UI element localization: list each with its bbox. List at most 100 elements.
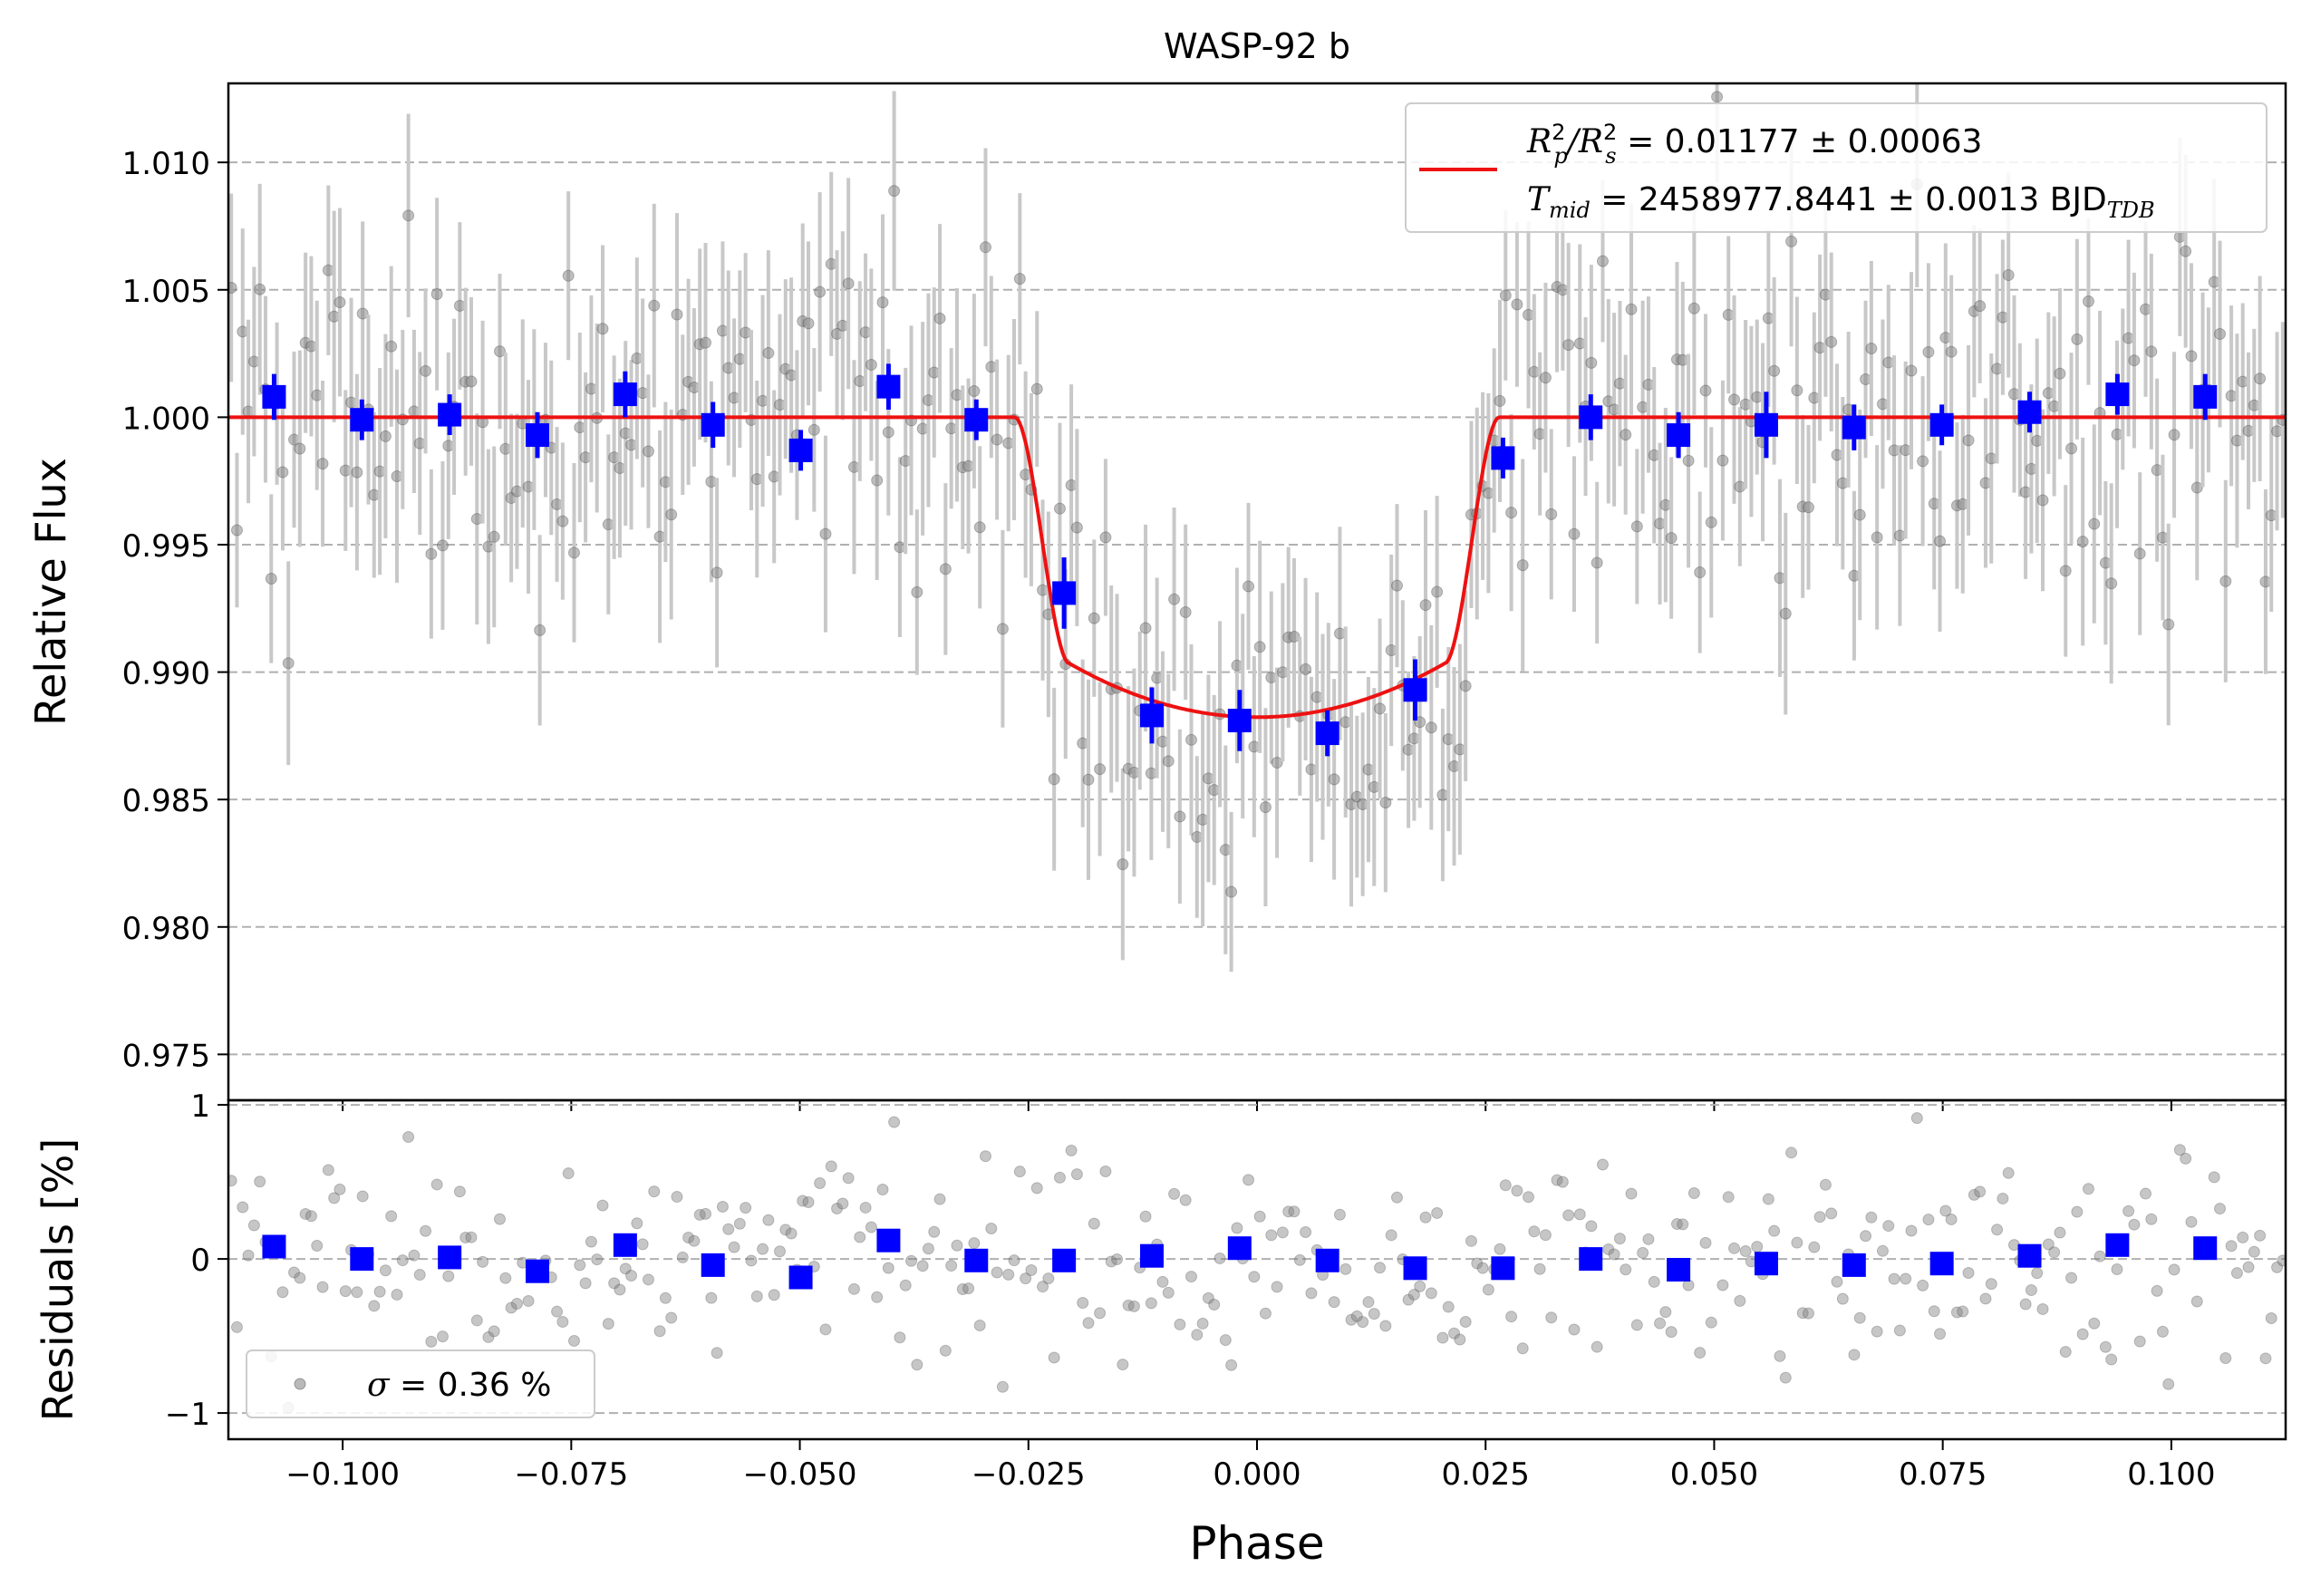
raw-residual-point bbox=[819, 1323, 832, 1336]
raw-flux-point bbox=[322, 264, 334, 276]
legend-sigma-entry: σ = 0.36 % bbox=[367, 1367, 551, 1404]
raw-residual-point bbox=[1179, 1194, 1192, 1206]
legend-rp-sup: 2 bbox=[1552, 120, 1565, 145]
raw-residual-point bbox=[1608, 1248, 1620, 1261]
raw-flux-point bbox=[2156, 531, 2169, 544]
raw-flux-point bbox=[2219, 575, 2232, 587]
raw-flux-point bbox=[2025, 462, 2037, 475]
raw-residual-point bbox=[728, 1241, 740, 1253]
top-panel: 0.975 0.980 0.985 0.990 0.995 1.000 1.005 1.010… bbox=[26, 82, 2287, 1111]
raw-residual-point bbox=[705, 1291, 718, 1304]
raw-residual-point bbox=[1813, 1211, 1826, 1224]
raw-flux-point bbox=[728, 392, 740, 404]
raw-flux-point bbox=[1991, 363, 2004, 375]
raw-flux-point bbox=[1499, 289, 1512, 302]
raw-residual-point bbox=[2122, 1204, 2135, 1217]
raw-residual-point bbox=[1677, 1218, 1689, 1231]
raw-residual-point bbox=[1836, 1292, 1849, 1305]
raw-residual-point bbox=[1259, 1307, 1272, 1320]
raw-residual-point bbox=[1145, 1297, 1157, 1310]
raw-residual-point bbox=[299, 1207, 312, 1220]
raw-residual-point bbox=[876, 1183, 889, 1195]
raw-flux-point bbox=[425, 547, 438, 560]
raw-residual-point bbox=[1088, 1217, 1100, 1230]
raw-residual-point bbox=[951, 1239, 963, 1252]
raw-flux-point bbox=[1231, 659, 1243, 672]
raw-flux-point bbox=[385, 340, 398, 353]
raw-flux-point bbox=[1608, 403, 1620, 416]
raw-flux-point bbox=[2173, 230, 2186, 243]
raw-residual-point bbox=[373, 1285, 386, 1298]
raw-residual-point bbox=[1333, 1208, 1346, 1221]
raw-residual-point bbox=[1099, 1166, 1112, 1178]
raw-flux-point bbox=[1831, 449, 1843, 461]
raw-flux-point bbox=[1127, 766, 1140, 779]
raw-residual-point bbox=[396, 1254, 409, 1267]
raw-flux-point bbox=[1208, 784, 1221, 797]
raw-flux-point bbox=[522, 480, 535, 493]
raw-residual-point bbox=[1922, 1214, 1935, 1226]
raw-residual-point bbox=[425, 1335, 438, 1348]
raw-flux-point bbox=[1037, 584, 1049, 596]
raw-residual-point bbox=[814, 1176, 827, 1189]
bottom-y-ticks: −1 0 1 bbox=[165, 1088, 228, 1433]
legend-slash: / bbox=[1565, 123, 1582, 160]
x-tick-label: −0.075 bbox=[514, 1456, 628, 1493]
raw-flux-point bbox=[1020, 469, 1032, 481]
raw-residual-point bbox=[1300, 1225, 1312, 1238]
raw-residual-point bbox=[939, 1344, 952, 1357]
binned-flux-point bbox=[1754, 412, 1778, 437]
raw-residual-point bbox=[1442, 1301, 1455, 1313]
raw-residual-point bbox=[1448, 1327, 1461, 1340]
raw-flux-point bbox=[671, 308, 683, 321]
raw-residual-point bbox=[328, 1192, 341, 1204]
raw-flux-point bbox=[1722, 308, 1735, 321]
raw-residual-point bbox=[1939, 1204, 1952, 1217]
raw-flux-point bbox=[1860, 373, 1872, 386]
raw-residual-point bbox=[740, 1202, 752, 1214]
raw-residual-point bbox=[1865, 1211, 1878, 1224]
binned-residual-point bbox=[1579, 1247, 1603, 1272]
raw-flux-point bbox=[1030, 382, 1043, 395]
raw-flux-point bbox=[1962, 434, 1975, 447]
raw-residual-point bbox=[1910, 1112, 1923, 1125]
raw-residual-point bbox=[1528, 1225, 1541, 1238]
binned-residual-point bbox=[1227, 1236, 1252, 1261]
raw-flux-point bbox=[1562, 339, 1575, 352]
raw-flux-point bbox=[1625, 303, 1638, 315]
raw-residual-point bbox=[1013, 1166, 1026, 1178]
raw-flux-point bbox=[1368, 780, 1380, 793]
raw-flux-point bbox=[2007, 388, 2020, 401]
top-y-tick-label: 1.000 bbox=[122, 401, 210, 437]
raw-flux-point bbox=[1243, 580, 1255, 593]
raw-residual-point bbox=[1465, 1234, 1477, 1247]
raw-flux-point bbox=[1077, 737, 1089, 750]
raw-residual-point bbox=[1253, 1210, 1266, 1223]
raw-flux-point bbox=[1802, 501, 1814, 514]
raw-flux-point bbox=[979, 241, 991, 254]
raw-residual-point bbox=[1225, 1359, 1238, 1371]
raw-residual-point bbox=[1454, 1333, 1466, 1346]
raw-residual-point bbox=[973, 1319, 986, 1331]
raw-flux-point bbox=[2248, 399, 2260, 411]
top-y-tick-label: 1.010 bbox=[122, 146, 210, 182]
raw-flux-point bbox=[1728, 393, 1741, 406]
raw-residual-point bbox=[619, 1262, 632, 1275]
raw-residual-point bbox=[356, 1190, 369, 1203]
raw-flux-point bbox=[768, 470, 780, 483]
raw-residual-point bbox=[510, 1298, 523, 1311]
raw-residual-point bbox=[1893, 1324, 1906, 1337]
raw-flux-point bbox=[608, 451, 621, 464]
raw-residual-point bbox=[1968, 1188, 1980, 1201]
raw-flux-point bbox=[2065, 442, 2078, 455]
raw-residual-point bbox=[2019, 1298, 2032, 1311]
raw-flux-point bbox=[1202, 772, 1214, 785]
raw-residual-point bbox=[894, 1331, 906, 1344]
raw-residual-point bbox=[1196, 1317, 1209, 1330]
raw-residual-point bbox=[882, 1262, 894, 1274]
raw-flux-point bbox=[825, 257, 837, 270]
raw-flux-point bbox=[1945, 345, 1958, 358]
raw-residual-point bbox=[1482, 1283, 1494, 1296]
raw-residual-point bbox=[2059, 1346, 2072, 1359]
raw-residual-point bbox=[1117, 1359, 1129, 1371]
